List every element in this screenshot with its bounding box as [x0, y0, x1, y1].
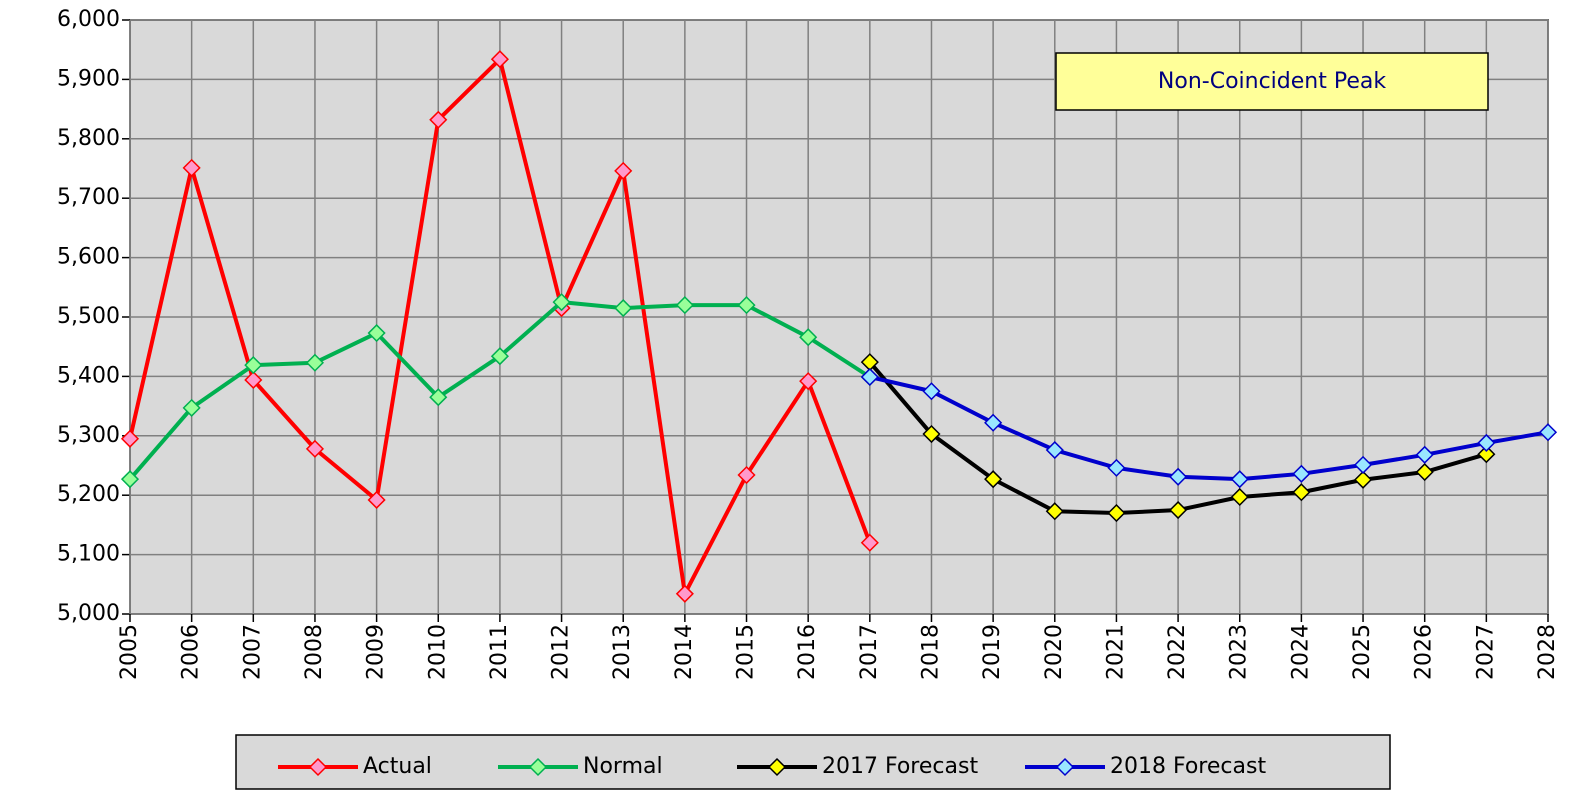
- point: [490, 347, 509, 366]
- x-tick-label: 2022: [1165, 624, 1190, 680]
- point: [737, 296, 756, 315]
- point: [675, 584, 694, 603]
- grid: 5,000 5,100 5,200 5,300 5,400 5,500 5,600 5,700…: [57, 7, 1560, 680]
- point: [984, 470, 1003, 489]
- point: [429, 110, 448, 129]
- point: [1415, 445, 1434, 464]
- x-tick-label: 2007: [240, 624, 265, 680]
- point: [182, 398, 201, 417]
- point: [120, 470, 140, 489]
- point: [490, 50, 509, 69]
- x-tick-label: 2017: [857, 624, 882, 680]
- point: [1230, 487, 1249, 507]
- y-tick-label: 6,000: [57, 7, 120, 32]
- x-tick-label: 2015: [734, 624, 759, 680]
- x-tick-label: 2005: [117, 624, 142, 680]
- x-tick-label: 2006: [179, 624, 204, 680]
- x-tick-label: 2024: [1288, 624, 1313, 680]
- point: [1169, 467, 1188, 486]
- x-tick-label: 2021: [1103, 624, 1128, 680]
- point: [244, 356, 263, 375]
- y-tick-label: 5,700: [57, 185, 120, 210]
- point: [1415, 462, 1434, 482]
- point: [922, 382, 941, 401]
- y-tick-label: 5,200: [57, 482, 120, 507]
- legend-label: 2017 Forecast: [822, 754, 978, 779]
- y-tick-label: 5,400: [57, 363, 120, 388]
- x-tick-label: 2019: [980, 624, 1005, 680]
- y-tick-label: 5,800: [57, 126, 120, 151]
- x-tick-label: 2027: [1473, 624, 1498, 680]
- point: [1045, 502, 1064, 521]
- point: [737, 465, 756, 485]
- legend: Actual Normal 2017 Forecast 2018 Forecast: [278, 754, 1266, 779]
- y-tick-label: 5,000: [57, 601, 120, 626]
- y-tick-label: 5,300: [57, 423, 120, 448]
- point: [984, 413, 1003, 432]
- y-tick-label: 5,600: [57, 245, 120, 270]
- legend-marker: [767, 757, 787, 777]
- legend-marker: [1055, 757, 1075, 777]
- point: [860, 367, 879, 387]
- point: [1477, 433, 1496, 452]
- x-tick-label: 2025: [1350, 624, 1375, 680]
- x-tick-label: 2014: [672, 624, 697, 680]
- point: [552, 293, 571, 312]
- point: [614, 299, 633, 318]
- x-tick-label: 2028: [1535, 624, 1560, 680]
- x-tick-label: 2018: [918, 624, 943, 680]
- series-line: [869, 375, 1549, 482]
- point: [367, 490, 386, 510]
- point: [1353, 455, 1373, 474]
- point: [1230, 470, 1249, 489]
- x-tick-label: 2020: [1042, 624, 1067, 680]
- point: [1107, 458, 1126, 477]
- point: [305, 353, 325, 372]
- point: [1353, 470, 1373, 489]
- point: [614, 161, 633, 180]
- point: [799, 328, 818, 347]
- x-tick-label: 2010: [425, 624, 450, 680]
- point: [1292, 464, 1311, 483]
- point: [1169, 500, 1188, 520]
- x-tick-label: 2008: [302, 624, 327, 680]
- annotation-box: [1055, 52, 1489, 111]
- point: [244, 370, 263, 390]
- point: [922, 424, 941, 444]
- point: [120, 429, 140, 448]
- legend-marker: [528, 757, 548, 777]
- point: [367, 323, 386, 343]
- point: [1292, 483, 1311, 502]
- point: [1045, 440, 1064, 460]
- point: [182, 158, 201, 177]
- point: [860, 533, 879, 552]
- series-group: [120, 50, 1558, 603]
- legend-label: Actual: [363, 754, 432, 779]
- point: [1107, 503, 1126, 523]
- point: [675, 296, 694, 315]
- x-tick-label: 2011: [487, 624, 512, 680]
- x-tick-label: 2016: [795, 624, 820, 680]
- x-tick-label: 2009: [364, 624, 389, 680]
- legend-marker: [308, 757, 328, 777]
- point: [1477, 445, 1496, 464]
- point: [1538, 423, 1558, 442]
- y-tick-label: 5,100: [57, 542, 120, 567]
- y-tick-label: 5,500: [57, 304, 120, 329]
- legend-box: [235, 734, 1391, 790]
- annotation: Non-Coincident Peak: [1158, 69, 1386, 94]
- y-tick-label: 5,900: [57, 66, 120, 91]
- x-tick-label: 2013: [610, 624, 635, 680]
- x-tick-label: 2012: [549, 624, 574, 680]
- x-tick-label: 2026: [1412, 624, 1437, 680]
- legend-label: 2018 Forecast: [1110, 754, 1266, 779]
- x-tick-label: 2023: [1227, 624, 1252, 680]
- point: [305, 439, 325, 458]
- legend-label: Normal: [583, 754, 663, 779]
- point: [799, 372, 818, 391]
- point: [429, 388, 448, 407]
